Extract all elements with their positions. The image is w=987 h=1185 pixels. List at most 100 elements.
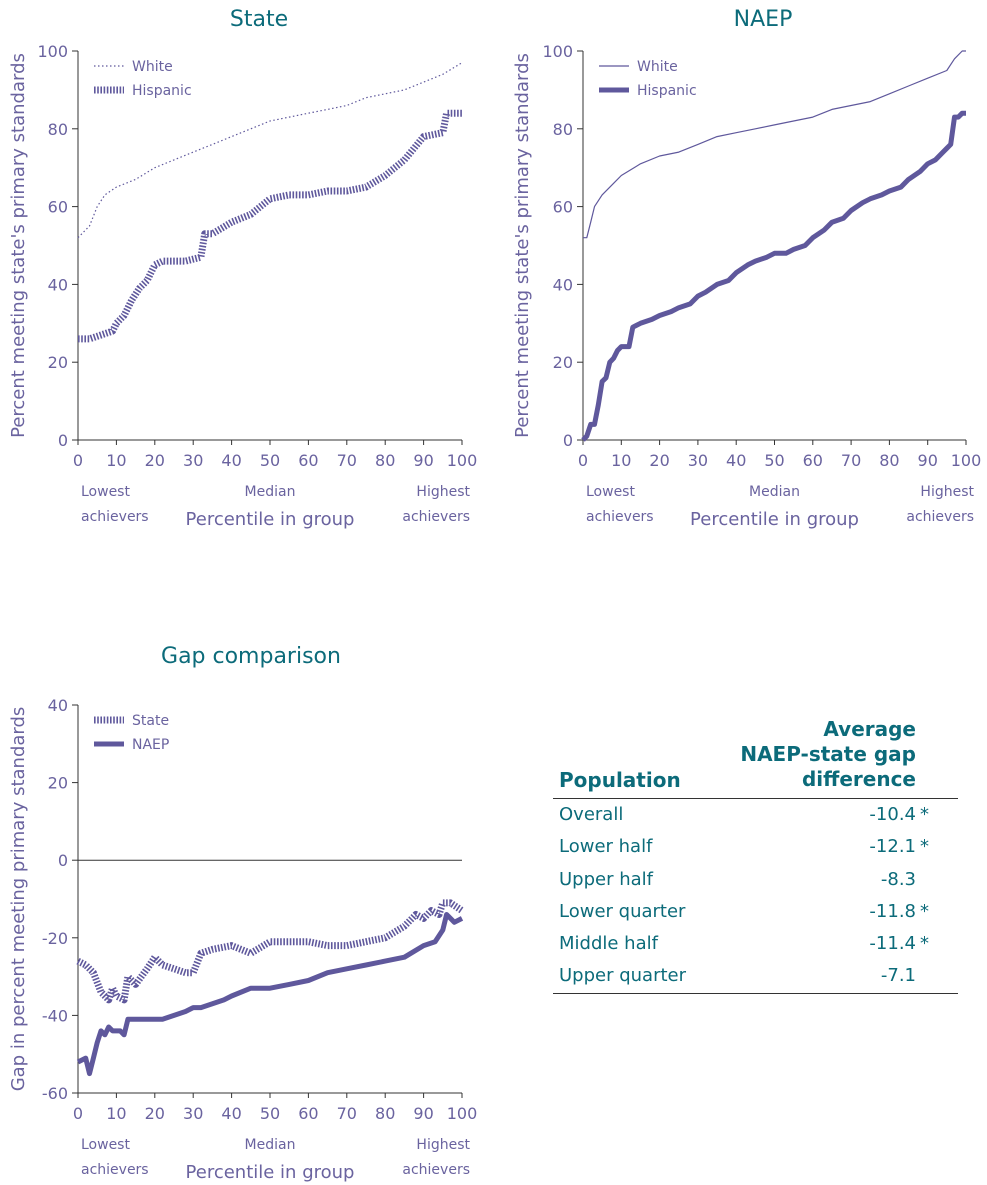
y-axis-label: Percent meeting state's primary standard… (512, 53, 533, 438)
annotation-highest-line1: Highest (920, 484, 974, 500)
chart-state: State 0 20 40 60 80 100 0 10 20 30 40 50 60 70 80 90 100 P… (8, 7, 477, 530)
x-tick-label: 70 (841, 451, 861, 470)
y-axis-label: Percent meeting state's primary standard… (8, 53, 29, 438)
series-line-hispanic (78, 109, 462, 343)
table-row: Middle half -11.4 * (553, 928, 958, 960)
row-significance-mark: * (920, 933, 929, 955)
y-tick-label: 40 (48, 696, 68, 715)
table-row: Upper quarter -7.1 (553, 960, 958, 992)
series-line-white (583, 50, 966, 239)
annotation-lowest-line2: achievers (81, 509, 149, 525)
x-tick-label: 30 (183, 451, 203, 470)
x-tick-label: 70 (337, 1104, 357, 1123)
row-label: Lower quarter (559, 900, 686, 922)
x-tick-label: 20 (649, 451, 669, 470)
row-significance-mark: * (920, 836, 929, 858)
row-label: Middle half (559, 933, 658, 955)
header-avg-line2: NAEP-state gap (740, 742, 916, 766)
y-axis-label: Gap in percent meeting primary standards (8, 707, 29, 1092)
x-tick-label: 30 (183, 1104, 203, 1123)
x-tick-label: 80 (375, 451, 395, 470)
annotation-median: Median (245, 1137, 296, 1153)
y-tick-label: 60 (48, 198, 68, 217)
legend-label-naep: NAEP (132, 737, 169, 753)
legend-label-hispanic: Hispanic (132, 83, 192, 99)
row-label: Upper half (559, 868, 653, 890)
x-tick-label: 40 (221, 451, 241, 470)
y-tick-label: -60 (42, 1084, 68, 1103)
chart-title: NAEP (734, 7, 793, 32)
annotation-highest-line2: achievers (906, 509, 974, 525)
x-tick-label: 100 (447, 1104, 478, 1123)
x-tick-label: 10 (106, 451, 126, 470)
row-label: Overall (559, 804, 624, 825)
x-tick-label: 60 (803, 451, 823, 470)
row-value: -11.8 (869, 900, 916, 922)
y-tick-label: 20 (553, 353, 573, 372)
x-tick-label: 80 (375, 1104, 395, 1123)
x-tick-label: 10 (611, 451, 631, 470)
legend-label-state: State (132, 713, 169, 729)
row-label: Lower half (559, 836, 653, 858)
x-tick-label: 100 (447, 451, 478, 470)
y-tick-label: 100 (542, 42, 573, 61)
x-tick-label: 0 (73, 1104, 83, 1123)
header-avg-line3: difference (801, 767, 916, 791)
x-tick-label: 0 (73, 451, 83, 470)
x-tick-label: 30 (688, 451, 708, 470)
chart-title: Gap comparison (161, 644, 341, 669)
row-significance-mark: * (920, 804, 929, 825)
row-value: -8.3 (880, 868, 916, 890)
y-tick-label: 60 (553, 198, 573, 217)
annotation-lowest-line1: Lowest (586, 484, 635, 500)
annotation-highest-line2: achievers (402, 1162, 470, 1178)
y-tick-label: -20 (42, 929, 68, 948)
x-tick-label: 50 (764, 451, 784, 470)
y-tick-label: 40 (553, 275, 573, 294)
header-population: Population (559, 768, 681, 792)
annotation-median: Median (245, 484, 296, 500)
table-bottom-rule (553, 992, 958, 994)
gap-difference-table: Population Average NAEP-state gap differ… (553, 705, 958, 994)
series-line-state (76, 899, 464, 1004)
row-value: -12.1 (869, 836, 916, 858)
y-tick-label: 80 (553, 120, 573, 139)
annotation-highest-line1: Highest (416, 484, 470, 500)
annotation-lowest-line2: achievers (81, 1162, 149, 1178)
x-axis-label: Percentile in group (186, 509, 355, 530)
row-label: Upper quarter (559, 965, 687, 987)
x-tick-label: 70 (337, 451, 357, 470)
table-row: Upper half -8.3 (553, 864, 958, 896)
chart-title: State (230, 7, 288, 32)
annotation-highest-line2: achievers (402, 509, 470, 525)
legend-label-hispanic: Hispanic (637, 83, 697, 99)
x-axis-label: Percentile in group (690, 509, 859, 530)
annotation-highest-line1: Highest (416, 1137, 470, 1153)
x-tick-label: 20 (145, 1104, 165, 1123)
row-value: -10.4 (869, 804, 916, 825)
x-tick-label: 60 (298, 451, 318, 470)
chart-naep: NAEP 0 20 40 60 80 100 0 10 20 30 40 50 60 70 80 90 100 Pe… (512, 7, 981, 530)
x-tick-label: 10 (106, 1104, 126, 1123)
x-tick-label: 90 (918, 451, 938, 470)
series-line-white (77, 62, 463, 239)
annotation-lowest-line1: Lowest (81, 1137, 130, 1153)
y-tick-label: 20 (48, 353, 68, 372)
table-row: Lower half -12.1 * (553, 831, 958, 863)
row-value: -7.1 (880, 965, 916, 987)
annotation-lowest-line1: Lowest (81, 484, 130, 500)
legend-label-white: White (637, 59, 678, 75)
x-tick-label: 40 (726, 451, 746, 470)
x-tick-label: 0 (578, 451, 588, 470)
row-significance-mark: * (920, 900, 929, 922)
table-row: Lower quarter -11.8 * (553, 896, 958, 928)
table-header: Population Average NAEP-state gap differ… (553, 705, 958, 799)
x-tick-label: 40 (221, 1104, 241, 1123)
y-tick-label: 100 (37, 42, 68, 61)
y-tick-label: 0 (58, 851, 68, 870)
x-tick-label: 60 (298, 1104, 318, 1123)
annotation-lowest-line2: achievers (586, 509, 654, 525)
x-tick-label: 80 (879, 451, 899, 470)
x-axis-label: Percentile in group (186, 1162, 355, 1183)
x-tick-label: 90 (413, 1104, 433, 1123)
